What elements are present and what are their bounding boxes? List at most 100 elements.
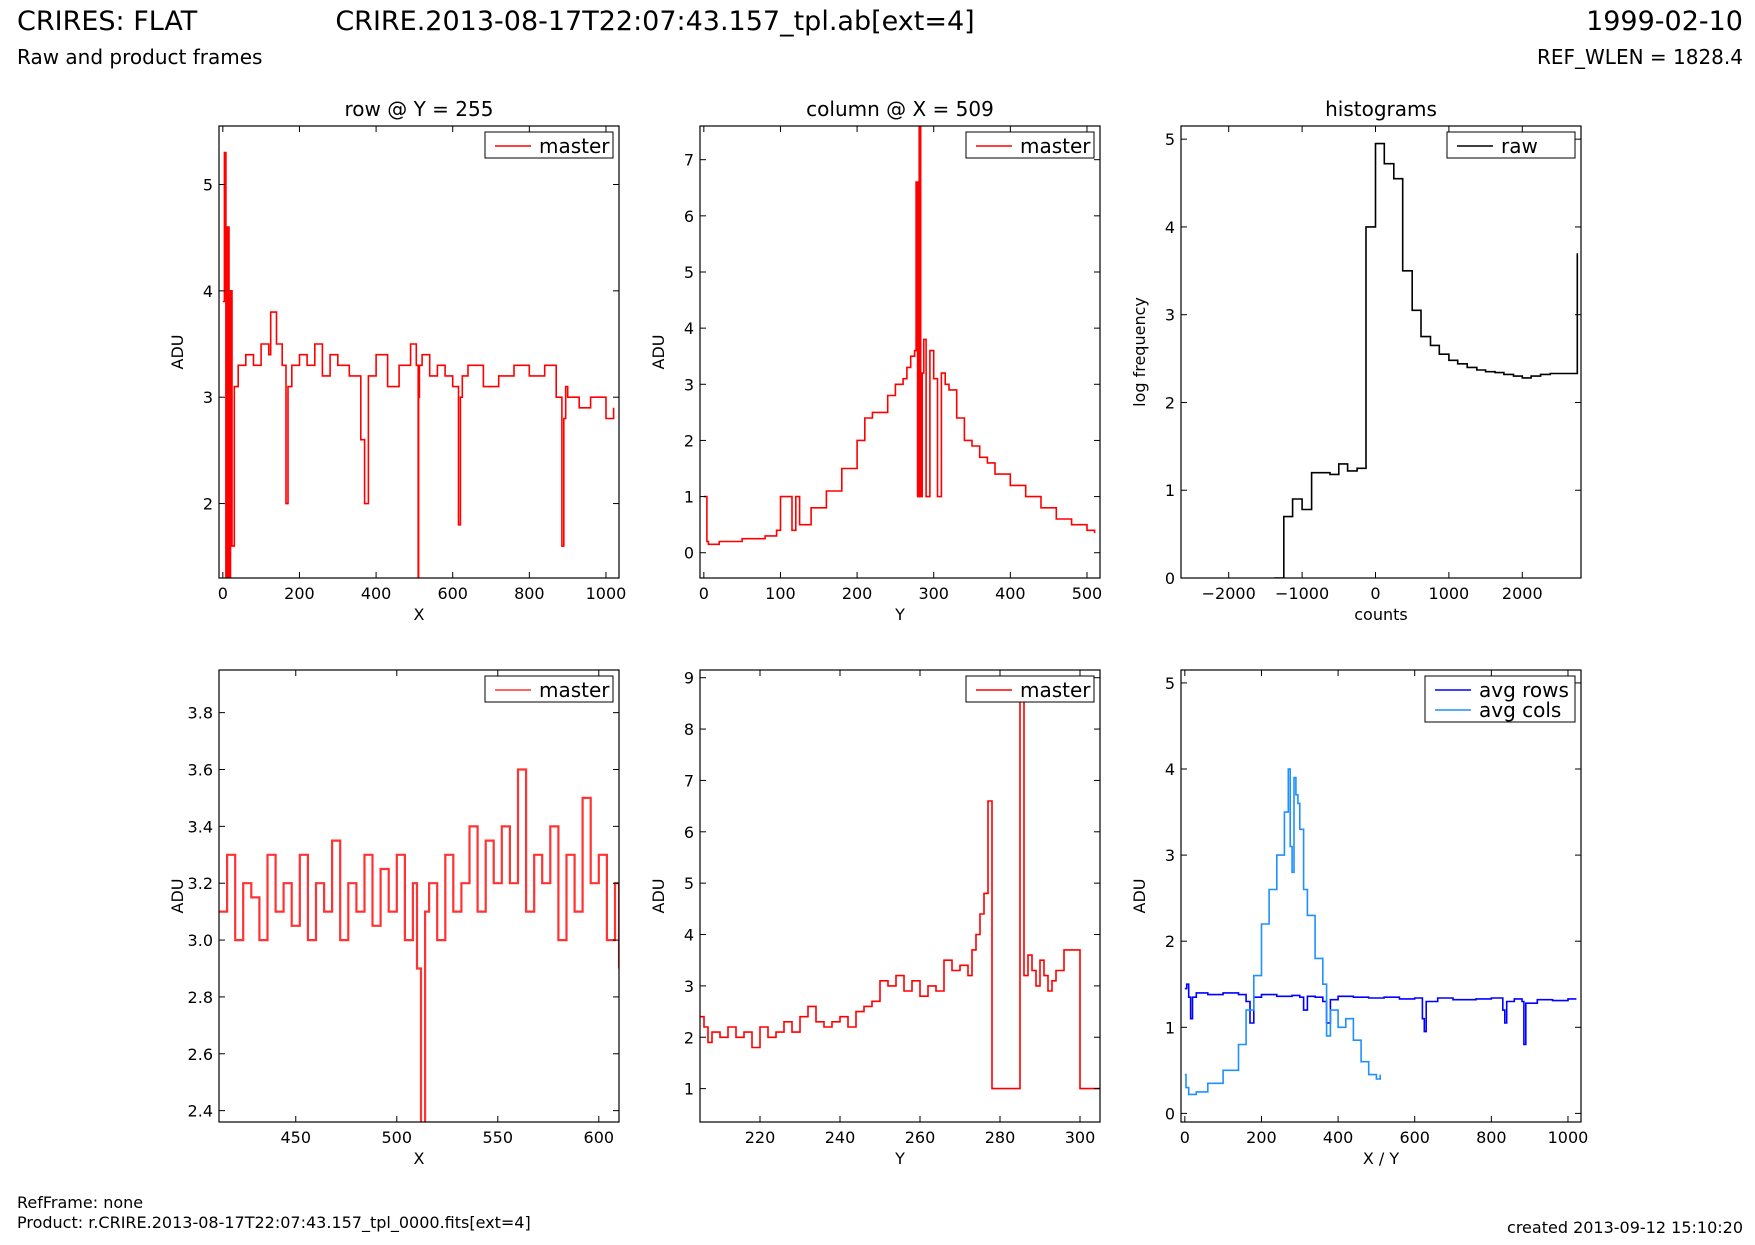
- legend-label: avg cols: [1479, 698, 1561, 722]
- y-tick-label: 7: [684, 771, 694, 790]
- plot-frame: [1180, 669, 1582, 1123]
- y-tick-label: 3: [1165, 846, 1175, 865]
- x-tick-label: 800: [514, 584, 545, 603]
- series-line-master: [222, 151, 615, 578]
- y-tick-label: 2: [684, 431, 694, 450]
- legend-label: master: [1020, 134, 1091, 158]
- y-tick-label: 3: [684, 977, 694, 996]
- plot-frame: [218, 669, 620, 1123]
- date-label: 1999-02-10: [1586, 6, 1743, 37]
- x-tick-label: 600: [1399, 1128, 1430, 1147]
- y-tick-label: 2.4: [188, 1102, 213, 1121]
- y-tick-label: 4: [684, 319, 694, 338]
- y-tick-label: 3.6: [188, 760, 213, 779]
- y-tick-label: 5: [1165, 130, 1175, 149]
- series-line-master: [703, 126, 1096, 546]
- legend-label: master: [539, 134, 610, 158]
- y-tick-label: 2: [1165, 393, 1175, 412]
- legend-box: [484, 675, 614, 703]
- x-tick-label: 450: [280, 1128, 311, 1147]
- y-tick-label: 3.0: [188, 931, 213, 950]
- x-tick-label: 0: [699, 584, 709, 603]
- y-tick-label: 2: [203, 495, 213, 514]
- y-tick-label: 1: [1165, 1018, 1175, 1037]
- y-tick-label: 6: [684, 823, 694, 842]
- y-tick-label: 5: [203, 175, 213, 194]
- file-title: CRIRE.2013-08-17T22:07:43.157_tpl.ab[ext…: [335, 6, 975, 37]
- y-tick-label: 5: [684, 874, 694, 893]
- x-tick-label: 1000: [586, 584, 627, 603]
- y-tick-label: 4: [684, 926, 694, 945]
- legend-label: raw: [1501, 134, 1538, 158]
- page-title: CRIRES: FLAT: [17, 6, 198, 37]
- chart-4: 450 500 550 600 2.4 2.6 2.8 3.0 3.2 3.4 3.6 3.8 X ADU…: [168, 669, 620, 1168]
- series-line-avg-rows: [1184, 983, 1577, 1046]
- legend-box: [484, 131, 614, 159]
- legend-box: [1424, 675, 1576, 723]
- chart-3: histograms −2000 −1000 0 1000 2000 0 1 2 3 4 5 count…: [1130, 97, 1582, 624]
- x-tick-label: 0: [218, 584, 228, 603]
- series-line-avg-cols: [1184, 768, 1381, 1096]
- y-axis-label: ADU: [168, 335, 187, 370]
- x-tick-label: 400: [1323, 1128, 1354, 1147]
- series-line-master: [700, 692, 1100, 1090]
- legend-box: [965, 675, 1095, 703]
- y-tick-label: 0: [1165, 569, 1175, 588]
- x-tick-label: 300: [1065, 1128, 1096, 1147]
- x-axis-label: X: [414, 1149, 425, 1168]
- footer-refframe: RefFrame: none: [17, 1193, 144, 1212]
- y-tick-label: 6: [684, 207, 694, 226]
- x-tick-label: 500: [1072, 584, 1103, 603]
- x-axis-label: X / Y: [1363, 1149, 1400, 1168]
- y-tick-label: 1: [684, 488, 694, 507]
- x-tick-label: 600: [584, 1128, 615, 1147]
- x-tick-label: 550: [483, 1128, 514, 1147]
- x-axis-label: Y: [894, 605, 905, 624]
- legend-box: [1446, 131, 1576, 159]
- x-tick-label: −1000: [1275, 584, 1329, 603]
- chart-title: row @ Y = 255: [345, 97, 494, 121]
- y-tick-label: 0: [1165, 1104, 1175, 1123]
- footer-created: created 2013-09-12 15:10:20: [1507, 1218, 1743, 1237]
- chart-1: row @ Y = 255 0 200 400 600 800 1000 2 3 4 5 X ADU ma…: [168, 97, 626, 624]
- y-axis-label: ADU: [649, 879, 668, 914]
- y-tick-label: 3: [1165, 306, 1175, 325]
- x-tick-label: −2000: [1202, 584, 1256, 603]
- x-tick-label: 240: [825, 1128, 856, 1147]
- y-tick-label: 2: [684, 1028, 694, 1047]
- x-tick-label: 0: [1370, 584, 1380, 603]
- x-tick-label: 220: [745, 1128, 776, 1147]
- x-tick-label: 200: [284, 584, 315, 603]
- x-tick-label: 200: [842, 584, 873, 603]
- y-tick-label: 1: [684, 1080, 694, 1099]
- y-tick-label: 4: [1165, 218, 1175, 237]
- x-axis-label: counts: [1354, 605, 1407, 624]
- x-axis-label: X: [414, 605, 425, 624]
- x-tick-label: 400: [361, 584, 392, 603]
- plot-frame: [1180, 125, 1582, 579]
- chart-title: column @ X = 509: [806, 97, 994, 121]
- y-tick-label: 4: [1165, 760, 1175, 779]
- x-tick-label: 280: [985, 1128, 1016, 1147]
- y-tick-label: 8: [684, 720, 694, 739]
- legend-box: [965, 131, 1095, 159]
- plot-frame: [218, 125, 620, 579]
- x-tick-label: 1000: [1548, 1128, 1589, 1147]
- chart-5: 220 240 260 280 300 1 2 3 4 5 6 7 8 9 Y ADU master: [649, 669, 1101, 1168]
- legend-label: master: [539, 678, 610, 702]
- x-tick-label: 500: [382, 1128, 413, 1147]
- y-axis-label: ADU: [649, 335, 668, 370]
- legend-label: avg rows: [1479, 678, 1569, 702]
- y-tick-label: 3.2: [188, 874, 213, 893]
- y-tick-label: 2.6: [188, 1045, 213, 1064]
- x-tick-label: 2000: [1502, 584, 1543, 603]
- plot-frame: [699, 669, 1101, 1123]
- y-tick-label: 3.4: [188, 817, 213, 836]
- y-tick-label: 9: [684, 669, 694, 688]
- legend-label: master: [1020, 678, 1091, 702]
- y-tick-label: 3.8: [188, 704, 213, 723]
- chart-title: histograms: [1325, 97, 1437, 121]
- footer-product: Product: r.CRIRE.2013-08-17T22:07:43.157…: [17, 1213, 531, 1232]
- y-axis-label: ADU: [1130, 879, 1149, 914]
